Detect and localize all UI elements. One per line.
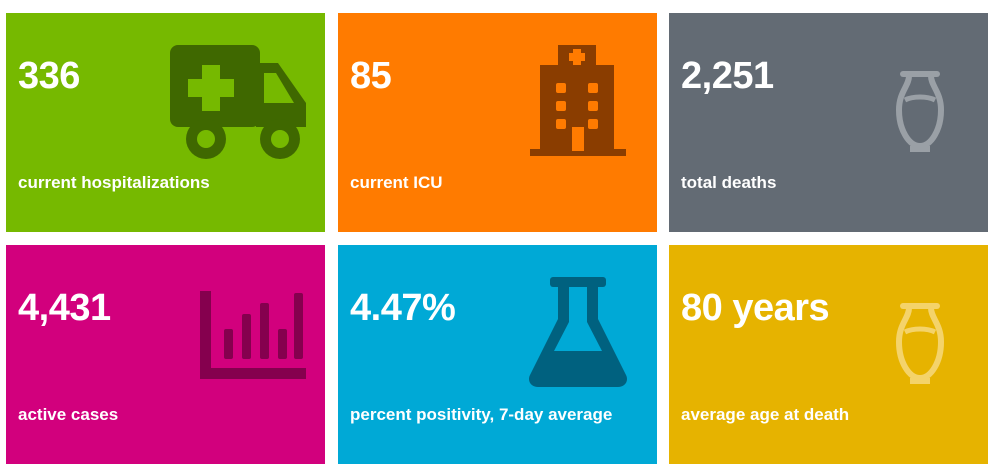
total-deaths-label: total deaths: [681, 173, 777, 192]
hospital-building-icon: [530, 45, 626, 156]
tile-current-icu: 85 current ICU: [338, 13, 657, 232]
tile-percent-positivity: 4.47% percent positivity, 7-day average: [338, 245, 657, 464]
tile-average-age-at-death: 80 years average age at death: [669, 245, 988, 464]
positivity-label: percent positivity, 7-day average: [350, 405, 613, 424]
hospitalizations-value: 336: [18, 55, 80, 97]
active-cases-label: active cases: [18, 405, 119, 424]
average-age-value: 80 years: [681, 287, 830, 329]
positivity-value: 4.47%: [350, 287, 456, 329]
ambulance-icon: [170, 45, 306, 159]
tile-total-deaths: 2,251 total deaths: [669, 13, 988, 232]
urn-icon: [896, 303, 944, 384]
active-cases-value: 4,431: [18, 287, 111, 329]
urn-icon: [896, 71, 944, 152]
hospitalizations-label: current hospitalizations: [18, 173, 210, 192]
total-deaths-value: 2,251: [681, 55, 774, 97]
icu-label: current ICU: [350, 173, 443, 192]
average-age-label: average age at death: [681, 405, 850, 424]
icu-value: 85: [350, 55, 392, 97]
flask-icon: [528, 277, 628, 387]
tile-current-hospitalizations: 336 current hospitalizations: [6, 13, 325, 232]
bar-chart-icon: [200, 291, 306, 379]
tile-active-cases: 4,431 active cases: [6, 245, 325, 464]
